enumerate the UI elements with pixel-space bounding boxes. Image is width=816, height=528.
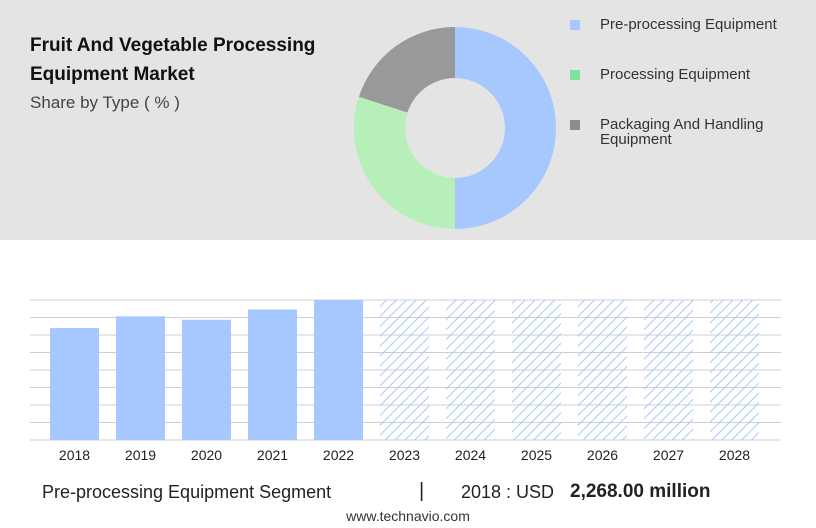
- donut-slice-1: [455, 27, 556, 229]
- x-tick-label: 2024: [455, 447, 486, 463]
- legend-swatch-processing: [570, 70, 580, 80]
- chart-title: Fruit And Vegetable Processing Equipment…: [30, 35, 316, 85]
- x-tick-label: 2025: [521, 447, 552, 463]
- bar-2019: [116, 316, 165, 440]
- x-tick-label: 2018: [59, 447, 90, 463]
- forecast-bar-2023: [380, 300, 429, 440]
- x-tick-label: 2022: [323, 447, 354, 463]
- forecast-bar-2026: [578, 300, 627, 440]
- source-link[interactable]: www.technavio.com: [346, 508, 470, 524]
- x-tick-label: 2019: [125, 447, 156, 463]
- forecast-bar-2025: [512, 300, 561, 440]
- forecast-bar-2024: [446, 300, 495, 440]
- legend-label-processing: Processing Equipment: [600, 66, 751, 83]
- footer-value: 2,268.00 million: [570, 481, 711, 502]
- legend-swatch-pre-processing: [570, 20, 580, 30]
- legend-label-pre-processing: Pre-processing Equipment: [600, 16, 777, 33]
- footer-summary: Pre-processing Equipment Segment | 2018 …: [0, 480, 816, 508]
- bar-2020: [182, 319, 231, 440]
- bar-2018: [50, 328, 99, 440]
- donut-slice-2: [353, 96, 455, 230]
- bar-2021: [248, 309, 297, 440]
- legend-swatch-packaging: [570, 120, 580, 130]
- footer-year-label: 2018 : USD: [461, 482, 555, 502]
- footer-segment-label: Pre-processing Equipment Segment: [42, 482, 332, 502]
- x-tick-label: 2026: [587, 447, 618, 463]
- chart-subtitle: Share by Type ( % ): [30, 93, 180, 112]
- x-tick-label: 2028: [719, 447, 750, 463]
- forecast-bar-2028: [710, 300, 759, 440]
- x-tick-label: 2021: [257, 447, 288, 463]
- x-tick-label: 2023: [389, 447, 420, 463]
- bar-chart: 2018 2019 2020 2021 2022 2023 2024 2025 2026 2027…: [30, 299, 781, 463]
- x-tick-label: 2020: [191, 447, 222, 463]
- bar-2022: [314, 300, 363, 440]
- donut-slice-3: [358, 27, 455, 113]
- footer-separator: |: [419, 480, 425, 502]
- legend-label-packaging: Packaging And Handling Equipment: [600, 116, 764, 148]
- x-tick-label: 2027: [653, 447, 684, 463]
- forecast-bar-2027: [644, 300, 693, 440]
- donut-chart: [353, 27, 556, 230]
